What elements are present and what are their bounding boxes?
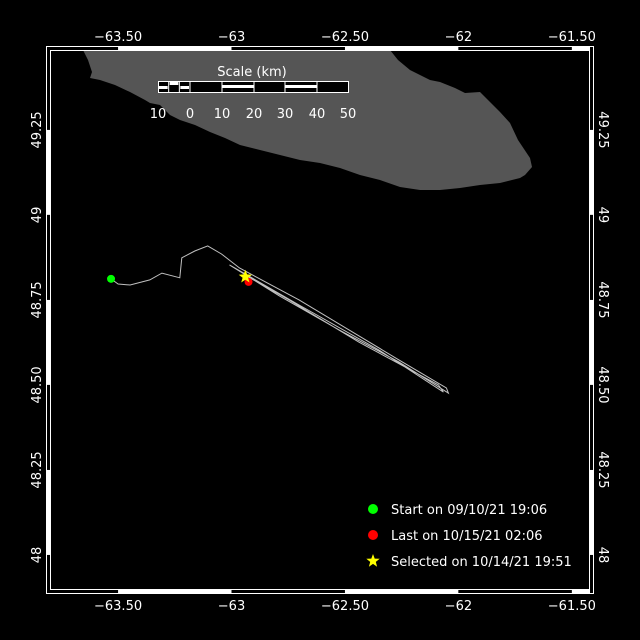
track-markers (107, 269, 253, 286)
lon-tick-label-top: −62 (445, 30, 472, 45)
frame-segment-right (590, 50, 594, 130)
lon-tick-label-top: −62.50 (321, 30, 369, 45)
frame-segment-left (46, 129, 50, 215)
map-frame (46, 46, 594, 594)
frame-segment-right (590, 469, 594, 555)
scale-bar-label: 0 (186, 107, 194, 122)
lon-tick-label-top: −61.50 (548, 30, 596, 45)
lat-tick-label-left: 48.50 (30, 366, 45, 403)
lat-tick-label-right: 49 (595, 207, 610, 224)
frame-inner (50, 50, 590, 590)
axis-labels: −63.50 −63.50 −63 −63 −62.50 −62.50 −62 −62 −61.… (30, 30, 610, 614)
legend-item: Start on 09/10/21 19:06 (368, 503, 547, 518)
frame-segment-bottom (344, 590, 459, 594)
frame-segment-right (590, 214, 594, 300)
lon-tick-label-bottom: −61.50 (548, 599, 596, 614)
frame-segment-right (590, 384, 594, 470)
scale-bar: Scale (km) 10 0 10 20 30 40 50 (150, 65, 357, 122)
lon-tick-label-top: −63.50 (94, 30, 142, 45)
frame-segment-left (46, 469, 50, 555)
lat-tick-label-left: 49 (30, 207, 45, 224)
legend: Start on 09/10/21 19:06 Last on 10/15/21 … (366, 503, 572, 570)
green-circle-icon (368, 504, 378, 514)
scale-bar-label: 40 (309, 107, 326, 122)
lat-tick-label-right: 49.25 (595, 111, 610, 148)
frame-segment-right (590, 554, 594, 590)
legend-item: Last on 10/15/21 02:06 (368, 529, 543, 544)
scale-title: Scale (km) (217, 65, 286, 80)
lat-tick-label-left: 48.25 (30, 451, 45, 488)
scale-bar-label: 10 (150, 107, 167, 122)
scale-bar-stripe (222, 85, 254, 88)
lon-tick-label-bottom: −63.50 (94, 599, 142, 614)
frame-outer (46, 46, 594, 594)
scale-bar-label: 10 (214, 107, 231, 122)
lat-tick-label-right: 48.25 (595, 451, 610, 488)
legend-item: Selected on 10/14/21 19:51 (366, 554, 572, 570)
frame-segment-bottom (458, 590, 572, 594)
legend-label: Last on 10/15/21 02:06 (391, 529, 543, 544)
frame-segment-right (590, 299, 594, 385)
frame-segment-bottom (231, 590, 345, 594)
lon-tick-label-bottom: −63 (218, 599, 245, 614)
lat-tick-label-left: 48 (30, 547, 45, 564)
lat-tick-label-right: 48.50 (595, 366, 610, 403)
legend-label: Selected on 10/14/21 19:51 (391, 555, 572, 570)
frame-segment-left (46, 384, 50, 470)
scale-bar-label: 50 (340, 107, 357, 122)
scale-bar-cell (159, 86, 168, 89)
scale-bar-cell (180, 86, 189, 89)
frame-segment-bottom (50, 590, 119, 594)
lon-tick-label-top: −63 (218, 30, 245, 45)
frame-segment-top (231, 46, 345, 50)
scale-bar-label: 30 (277, 107, 294, 122)
lat-tick-label-right: 48 (595, 547, 610, 564)
lon-tick-label-bottom: −62 (445, 599, 472, 614)
frame-segment-left (46, 554, 50, 590)
frame-segment-top (571, 46, 590, 50)
frame-segment-left (46, 214, 50, 300)
scale-bar-cell (169, 82, 179, 85)
frame-segment-bottom (118, 590, 232, 594)
frame-segment-top (118, 46, 232, 50)
selected-star-marker[interactable] (238, 269, 252, 283)
lon-tick-label-bottom: −62.50 (321, 599, 369, 614)
frame-segment-top (458, 46, 572, 50)
frame-segment-right (590, 129, 594, 215)
frame-segment-top (50, 46, 119, 50)
lat-tick-label-right: 48.75 (595, 281, 610, 318)
scale-bar-stripe (285, 85, 317, 88)
lat-tick-label-left: 49.25 (30, 111, 45, 148)
legend-label: Start on 09/10/21 19:06 (391, 503, 547, 518)
scale-bar-label: 20 (246, 107, 263, 122)
frame-segment-top (344, 46, 459, 50)
red-circle-icon (368, 530, 378, 540)
frame-segment-left (46, 299, 50, 385)
frame-segment-bottom (571, 590, 590, 594)
yellow-star-icon (366, 554, 380, 567)
start-marker[interactable] (107, 274, 116, 283)
lat-tick-label-left: 48.75 (30, 281, 45, 318)
drift-track (110, 245, 450, 395)
frame-segment-left (46, 50, 50, 130)
